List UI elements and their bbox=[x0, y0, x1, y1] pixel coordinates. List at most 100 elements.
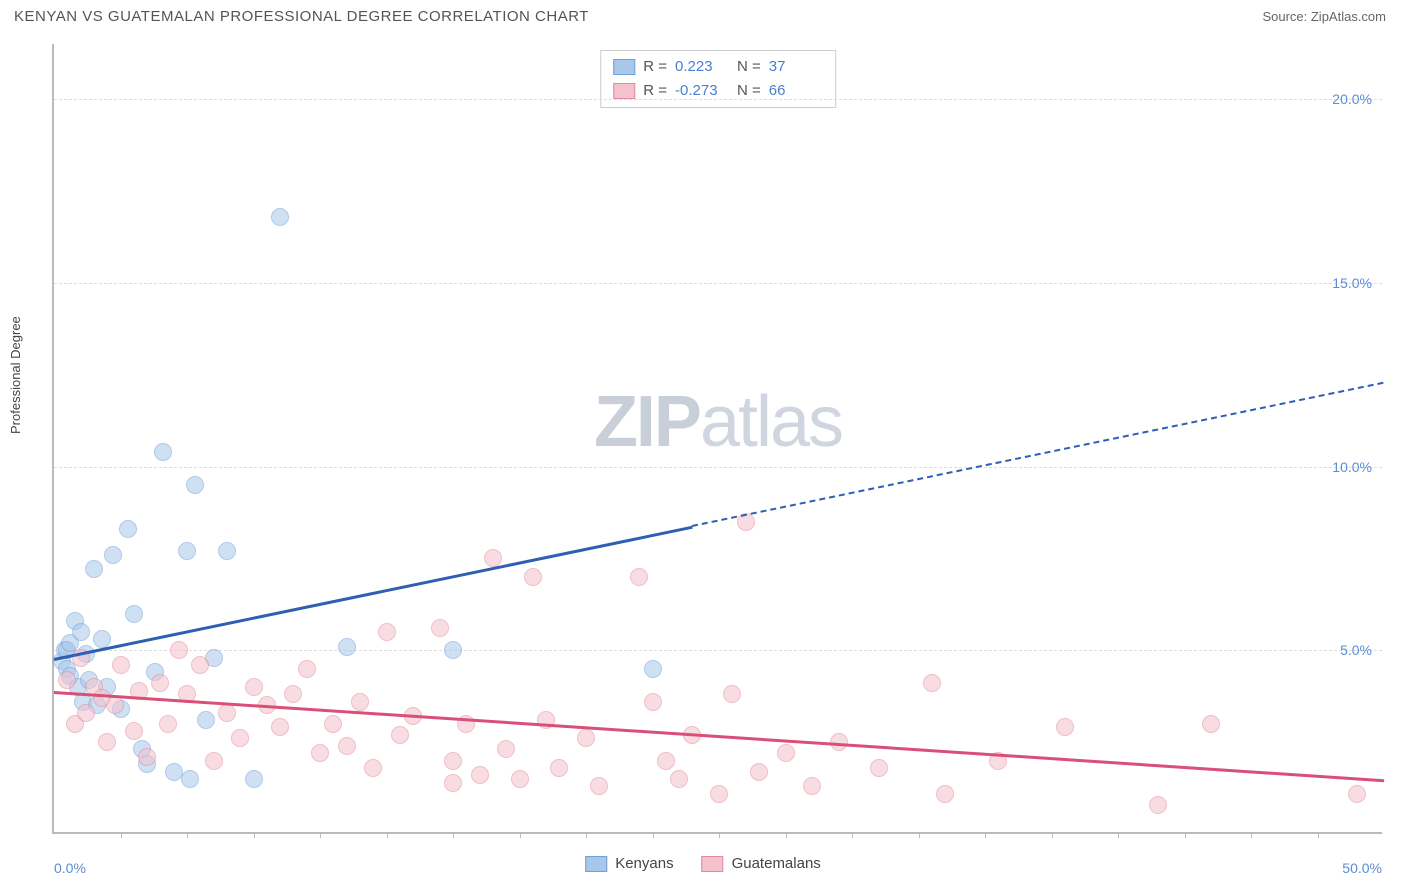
data-point bbox=[723, 685, 741, 703]
x-hash bbox=[985, 832, 986, 838]
series-legend: Kenyans Guatemalans bbox=[585, 855, 821, 872]
data-point bbox=[58, 671, 76, 689]
data-point bbox=[231, 729, 249, 747]
data-point bbox=[471, 766, 489, 784]
data-point bbox=[98, 733, 116, 751]
source-name: ZipAtlas.com bbox=[1311, 9, 1386, 24]
data-point bbox=[119, 520, 137, 538]
watermark-bold: ZIP bbox=[594, 382, 700, 462]
x-tick-start: 0.0% bbox=[54, 860, 86, 876]
data-point bbox=[511, 770, 529, 788]
data-point bbox=[923, 674, 941, 692]
data-point bbox=[205, 752, 223, 770]
x-hash bbox=[1185, 832, 1186, 838]
swatch-guatemalans bbox=[702, 856, 724, 872]
x-hash bbox=[852, 832, 853, 838]
data-point bbox=[870, 759, 888, 777]
y-tick-label: 15.0% bbox=[1332, 275, 1372, 291]
data-point bbox=[284, 685, 302, 703]
legend-row-kenyans: R = 0.223 N = 37 bbox=[613, 55, 823, 79]
data-point bbox=[181, 770, 199, 788]
data-point bbox=[550, 759, 568, 777]
data-point bbox=[1348, 785, 1366, 803]
x-hash bbox=[1318, 832, 1319, 838]
x-hash bbox=[919, 832, 920, 838]
data-point bbox=[1202, 715, 1220, 733]
x-hash bbox=[121, 832, 122, 838]
data-point bbox=[670, 770, 688, 788]
data-point bbox=[590, 777, 608, 795]
data-point bbox=[644, 693, 662, 711]
data-point bbox=[378, 623, 396, 641]
data-point bbox=[1149, 796, 1167, 814]
y-axis-label: Professional Degree bbox=[8, 316, 23, 434]
data-point bbox=[497, 740, 515, 758]
data-point bbox=[77, 704, 95, 722]
data-point bbox=[178, 542, 196, 560]
data-point bbox=[444, 641, 462, 659]
grid-line bbox=[54, 99, 1382, 100]
legend-item-kenyans: Kenyans bbox=[585, 855, 673, 872]
x-tick-end: 50.0% bbox=[1342, 860, 1382, 876]
data-point bbox=[151, 674, 169, 692]
data-point bbox=[125, 605, 143, 623]
data-point bbox=[106, 696, 124, 714]
x-hash bbox=[786, 832, 787, 838]
data-point bbox=[351, 693, 369, 711]
data-point bbox=[364, 759, 382, 777]
data-point bbox=[577, 729, 595, 747]
data-point bbox=[197, 711, 215, 729]
data-point bbox=[710, 785, 728, 803]
data-point bbox=[271, 718, 289, 736]
trend-line bbox=[54, 691, 1384, 782]
legend-label-kenyans: Kenyans bbox=[615, 855, 673, 872]
x-hash bbox=[187, 832, 188, 838]
data-point bbox=[431, 619, 449, 637]
data-point bbox=[154, 443, 172, 461]
x-hash bbox=[387, 832, 388, 838]
trend-line bbox=[54, 525, 693, 660]
x-hash bbox=[1052, 832, 1053, 838]
data-point bbox=[170, 641, 188, 659]
data-point bbox=[138, 748, 156, 766]
data-point bbox=[524, 568, 542, 586]
y-tick-label: 10.0% bbox=[1332, 459, 1372, 475]
data-point bbox=[803, 777, 821, 795]
r-label: R = bbox=[643, 55, 667, 79]
x-hash bbox=[719, 832, 720, 838]
grid-line bbox=[54, 650, 1382, 651]
data-point bbox=[657, 752, 675, 770]
legend-label-guatemalans: Guatemalans bbox=[732, 855, 821, 872]
x-hash bbox=[653, 832, 654, 838]
chart-container: Professional Degree ZIPatlas R = 0.223 N… bbox=[14, 44, 1392, 874]
data-point bbox=[271, 208, 289, 226]
data-point bbox=[245, 678, 263, 696]
data-point bbox=[245, 770, 263, 788]
swatch-guatemalans bbox=[613, 83, 635, 99]
data-point bbox=[391, 726, 409, 744]
source-prefix: Source: bbox=[1262, 9, 1310, 24]
data-point bbox=[191, 656, 209, 674]
x-hash bbox=[586, 832, 587, 838]
data-point bbox=[1056, 718, 1074, 736]
data-point bbox=[644, 660, 662, 678]
swatch-kenyans bbox=[613, 59, 635, 75]
y-tick-label: 5.0% bbox=[1340, 642, 1372, 658]
swatch-kenyans bbox=[585, 856, 607, 872]
grid-line bbox=[54, 283, 1382, 284]
source-attribution: Source: ZipAtlas.com bbox=[1262, 9, 1386, 24]
data-point bbox=[324, 715, 342, 733]
data-point bbox=[311, 744, 329, 762]
x-hash bbox=[1251, 832, 1252, 838]
data-point bbox=[444, 752, 462, 770]
data-point bbox=[630, 568, 648, 586]
trend-line bbox=[692, 382, 1384, 527]
data-point bbox=[104, 546, 122, 564]
data-point bbox=[159, 715, 177, 733]
data-point bbox=[338, 638, 356, 656]
data-point bbox=[72, 623, 90, 641]
data-point bbox=[444, 774, 462, 792]
data-point bbox=[750, 763, 768, 781]
x-hash bbox=[453, 832, 454, 838]
legend-item-guatemalans: Guatemalans bbox=[702, 855, 821, 872]
